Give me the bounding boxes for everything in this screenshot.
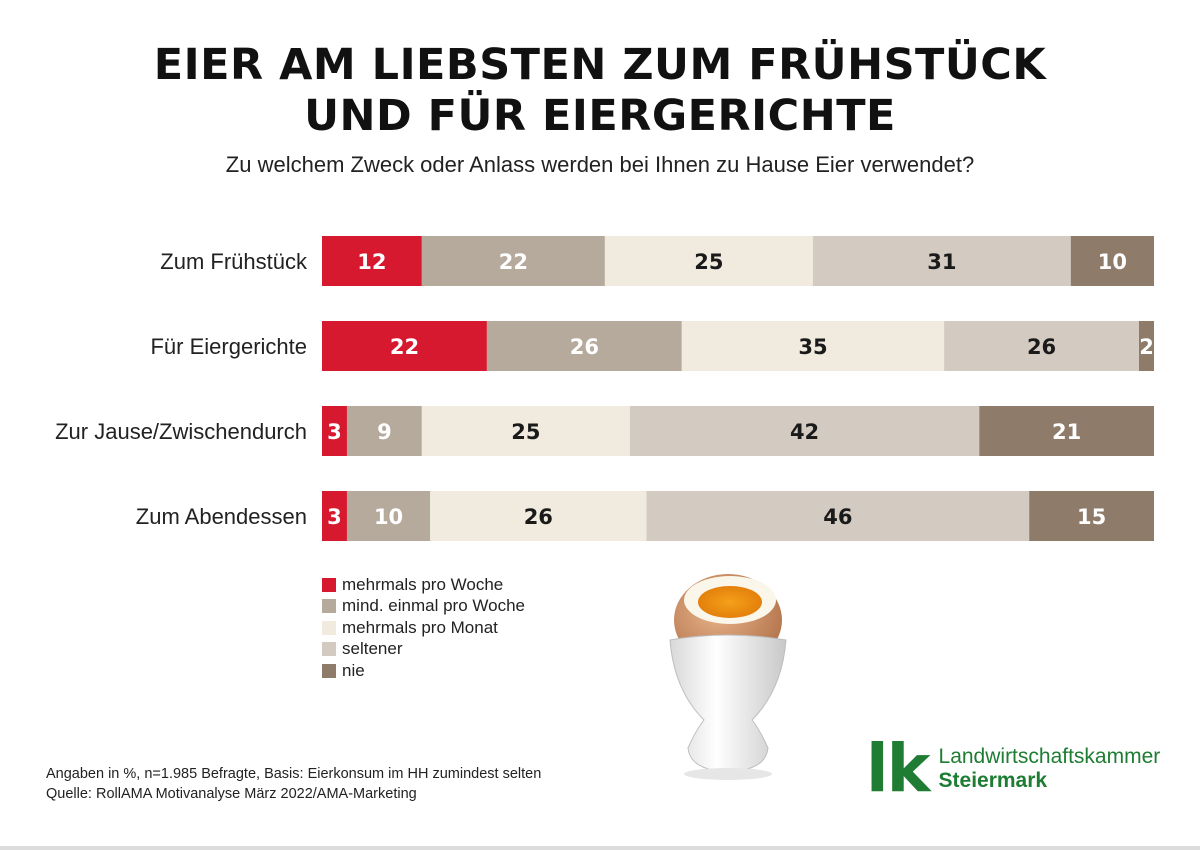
bar-segment [421, 236, 605, 286]
bar-segment [421, 406, 630, 456]
data-label: 42 [790, 420, 819, 444]
title-line-2: UND FÜR EIERGERICHTE [304, 91, 896, 141]
legend-label: mind. einmal pro Woche [342, 596, 525, 616]
category-label: Zum Abendessen [136, 504, 307, 529]
egg-cup [669, 634, 787, 773]
data-label: 22 [499, 250, 528, 274]
bar-segment [681, 321, 945, 371]
data-label: 21 [1052, 420, 1081, 444]
legend: mehrmals pro Woche mind. einmal pro Woche… [322, 574, 525, 682]
lk-logo-text: Landwirtschaftskammer Steiermark [939, 745, 1161, 793]
footnote-basis: Angaben in %, n=1.985 Befragte, Basis: E… [46, 766, 542, 782]
data-label: 25 [511, 420, 540, 444]
legend-swatch [322, 663, 336, 678]
category-label: Zur Jause/Zwischendurch [55, 419, 307, 444]
legend-item: nie [322, 660, 525, 682]
chart-title: EIER AM LIEBSTEN ZUM FRÜHSTÜCK UND FÜR E… [0, 40, 1200, 142]
legend-item: mehrmals pro Monat [322, 617, 525, 639]
data-label: 25 [694, 250, 723, 274]
bar-segment [629, 406, 980, 456]
legend-item: mehrmals pro Woche [322, 574, 525, 596]
data-label: 26 [1027, 335, 1056, 359]
lk-logo: lk Landwirtschaftskammer Steiermark [866, 736, 1160, 802]
legend-item: mind. einmal pro Woche [322, 596, 525, 618]
bar-segment [1139, 321, 1154, 371]
egg-cup-base-shadow [684, 768, 772, 780]
category-label: Zum Frühstück [160, 249, 308, 274]
footnotes: Angaben in %, n=1.985 Befragte, Basis: E… [46, 764, 541, 804]
stacked-bar-chart: Zum Frühstück 12 22 25 31 10 Für Eiergerichte 2… [55, 236, 1154, 541]
data-label: 10 [1098, 250, 1127, 274]
data-label: 26 [570, 335, 599, 359]
bar-segment [979, 406, 1154, 456]
bar-segment [944, 321, 1140, 371]
bar-segment [604, 236, 813, 286]
egg-in-cup-illustration [669, 574, 787, 780]
bar-segment [646, 491, 1030, 541]
bar-segment [1070, 236, 1154, 286]
title-line-1: EIER AM LIEBSTEN ZUM FRÜHSTÜCK [153, 40, 1047, 90]
data-label: 9 [377, 420, 392, 444]
data-label: 22 [390, 335, 419, 359]
lk-logo-name: Landwirtschaftskammer [938, 745, 1161, 768]
bar-segment [322, 321, 487, 371]
data-label: 3 [327, 505, 342, 529]
lk-logo-region: Steiermark [938, 769, 1048, 792]
data-label: 3 [327, 420, 342, 444]
data-label: 26 [524, 505, 553, 529]
legend-label: seltener [342, 639, 403, 659]
bar-segment [322, 236, 422, 286]
bar-segment [812, 236, 1071, 286]
bar-segment [346, 406, 422, 456]
legend-swatch [322, 577, 336, 592]
bar-segment [1029, 491, 1154, 541]
legend-swatch [322, 642, 336, 657]
bar-segment [322, 491, 347, 541]
bar-segment [346, 491, 431, 541]
chart-subtitle: Zu welchem Zweck oder Anlass werden bei … [225, 152, 975, 177]
bottom-divider [0, 846, 1200, 850]
bar-segment [322, 406, 347, 456]
legend-label: nie [342, 660, 365, 680]
data-label: 15 [1077, 505, 1106, 529]
bar-segment [430, 491, 647, 541]
data-label: 12 [357, 250, 386, 274]
bar-segment [486, 321, 682, 371]
legend-item: seltener [322, 639, 525, 661]
legend-swatch [322, 620, 336, 635]
legend-label: mehrmals pro Monat [342, 617, 498, 637]
footnote-source: Quelle: RollAMA Motivanalyse März 2022/A… [46, 786, 417, 802]
data-label: 35 [798, 335, 827, 359]
legend-swatch [322, 599, 336, 614]
data-label: 2 [1139, 335, 1154, 359]
lk-logo-mark: lk [866, 730, 931, 807]
legend-label: mehrmals pro Woche [342, 574, 504, 594]
data-label: 31 [927, 250, 956, 274]
egg-yolk [698, 586, 762, 618]
data-label: 46 [823, 505, 852, 529]
category-label: Für Eiergerichte [150, 334, 307, 359]
data-label: 10 [374, 505, 403, 529]
